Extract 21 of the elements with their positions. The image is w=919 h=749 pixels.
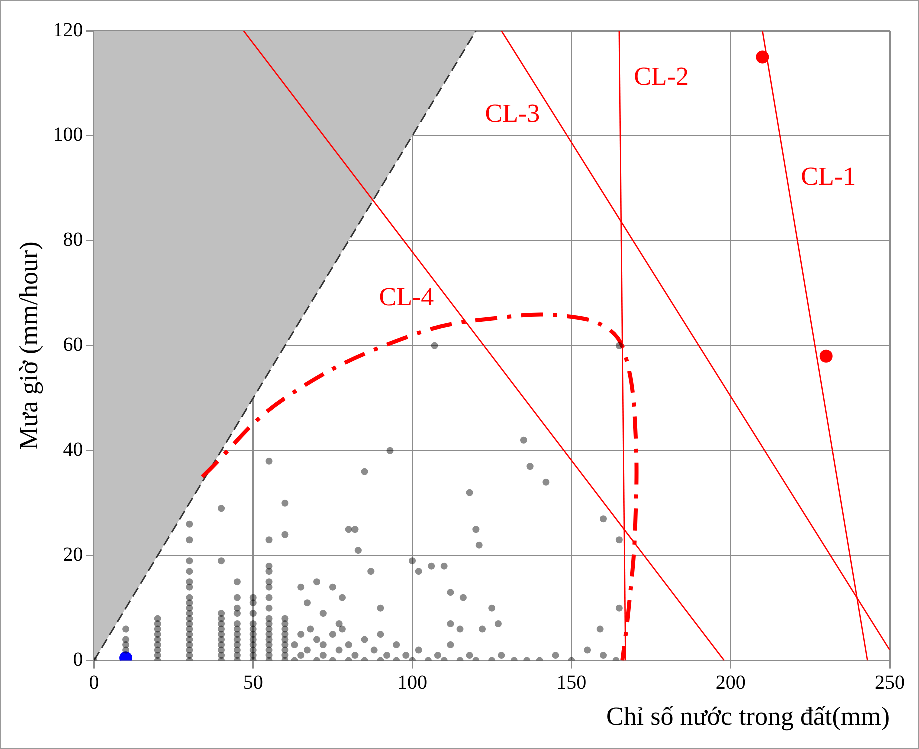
annotation: CL-2	[634, 62, 689, 92]
x-tick-label: 0	[89, 672, 100, 694]
annotation: CL-4	[379, 282, 434, 312]
x-tick-label: 150	[556, 672, 587, 694]
x-tick-label: 250	[875, 672, 905, 694]
x-tick-label: 200	[716, 672, 746, 694]
y-tick-label: 0	[73, 649, 84, 672]
y-tick-label: 60	[63, 334, 84, 356]
y-tick-label: 100	[53, 124, 84, 146]
y-axis-title: Mưa giờ (mm/hour)	[14, 242, 44, 450]
x-tick-label: 50	[243, 672, 264, 694]
y-tick-label: 80	[63, 229, 84, 252]
annotation: CL-1	[801, 162, 856, 191]
annotation: CL-3	[485, 98, 540, 128]
x-tick-label: 100	[398, 672, 428, 694]
x-axis-title: Chỉ số nước trong đất(mm)	[606, 702, 890, 732]
point	[756, 50, 770, 64]
point	[820, 350, 833, 363]
y-tick-label: 40	[63, 439, 84, 462]
y-tick-label: 120	[53, 19, 84, 42]
y-tick-label: 20	[63, 544, 84, 566]
